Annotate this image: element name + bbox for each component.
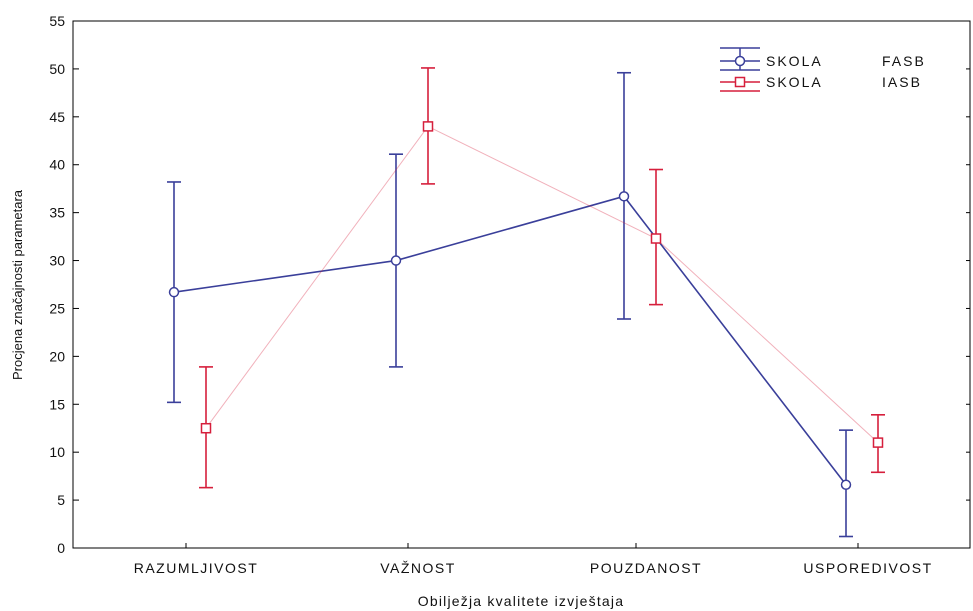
y-tick-label-10: 50 xyxy=(49,61,65,77)
series-1-point-0 xyxy=(200,422,212,434)
x-tick-label-2: POUZDANOST xyxy=(590,560,702,576)
y-axis: 0 5 10 15 20 25 30 35 40 45 50 55 xyxy=(49,13,970,556)
y-tick-label-9: 45 xyxy=(49,109,65,125)
x-axis-label: Obilježja kvalitete izvještaja xyxy=(418,593,624,609)
y-tick-label-4: 20 xyxy=(49,348,65,364)
y-axis-label: Procjena značajnosti parametara xyxy=(10,189,25,380)
series-0-point-0 xyxy=(168,286,180,298)
x-tick-label-3: USPOREDIVOST xyxy=(803,560,932,576)
series-0-point-3 xyxy=(840,479,852,491)
legend-item-iasb: SKOLA IASB xyxy=(720,74,922,92)
legend-fasb-label-1: SKOLA xyxy=(766,53,823,69)
y-tick-label-0: 0 xyxy=(57,540,65,556)
series-0 xyxy=(167,71,853,538)
series-1-line xyxy=(205,125,879,443)
y-tick-label-5: 25 xyxy=(49,300,65,316)
legend-iasb-label-1: SKOLA xyxy=(766,74,823,90)
y-tick-label-2: 10 xyxy=(49,444,65,460)
legend-fasb-label-2: FASB xyxy=(882,53,926,69)
series-layer xyxy=(167,67,885,538)
legend-item-fasb: SKOLA FASB xyxy=(720,47,926,71)
y-tick-label-8: 40 xyxy=(49,157,65,173)
y-tick-label-3: 15 xyxy=(49,396,65,412)
y-tick-label-7: 35 xyxy=(49,205,65,221)
legend-fasb-marker xyxy=(734,55,746,67)
series-0-point-2 xyxy=(618,191,630,202)
legend-iasb-marker xyxy=(734,76,746,88)
legend: SKOLA FASB SKOLA IASB xyxy=(720,47,926,92)
y-tick-label-6: 30 xyxy=(49,253,65,269)
plot-frame xyxy=(72,20,971,549)
series-1-point-2 xyxy=(650,233,662,244)
x-tick-label-1: VAŽNOST xyxy=(380,560,456,576)
series-0-line xyxy=(173,195,847,486)
series-1 xyxy=(199,67,885,489)
legend-iasb-label-2: IASB xyxy=(882,74,922,90)
series-1-point-1 xyxy=(422,121,434,132)
x-tick-label-0: RAZUMLJIVOST xyxy=(134,560,259,576)
y-tick-label-1: 5 xyxy=(57,492,65,508)
y-tick-label-11: 55 xyxy=(49,13,65,29)
x-axis: RAZUMLJIVOST VAŽNOST POUZDANOST USPOREDIVOS… xyxy=(134,543,932,576)
series-1-point-3 xyxy=(872,437,884,448)
series-0-point-1 xyxy=(390,255,402,266)
